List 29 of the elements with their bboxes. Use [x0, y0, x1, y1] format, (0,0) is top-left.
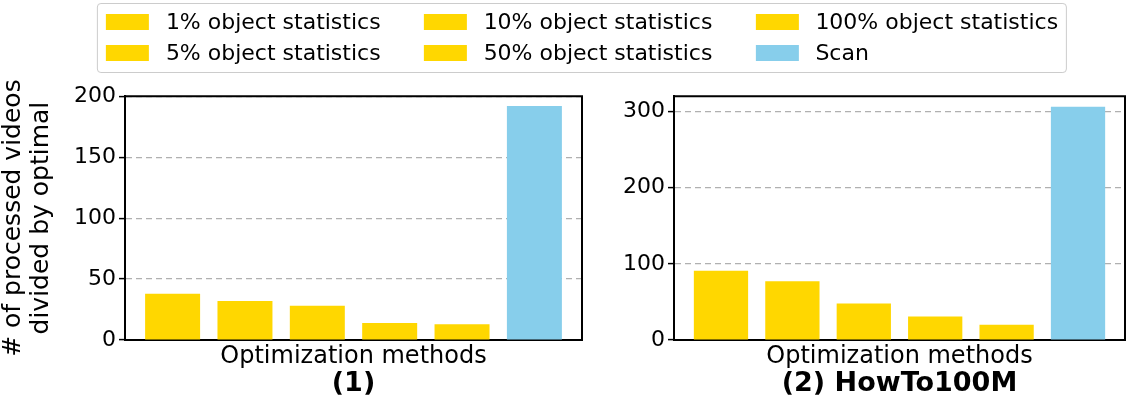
bar — [217, 300, 273, 340]
y-tick-label: 0 — [102, 325, 116, 351]
legend-label: Scan — [815, 40, 869, 66]
bar — [765, 281, 820, 340]
legend-label: 10% object statistics — [483, 9, 713, 35]
bar — [693, 270, 749, 340]
y-tick-label: 200 — [74, 81, 116, 107]
y-tick-label: 200 — [623, 173, 665, 199]
legend-label: 1% object statistics — [165, 9, 381, 35]
y-tick-label: 100 — [74, 203, 116, 229]
bar — [434, 324, 490, 340]
legend-label: 5% object statistics — [165, 40, 381, 66]
bar — [506, 105, 562, 340]
y-tick-label: 300 — [623, 97, 665, 123]
x-axis-title: Optimization methods — [766, 341, 1033, 370]
y-axis-title: # of processed videos divided by optimal — [0, 79, 54, 357]
y-tick-label: 150 — [74, 142, 116, 168]
bar — [145, 293, 201, 340]
bar — [1050, 106, 1106, 340]
legend-label: 100% object statistics — [815, 9, 1059, 35]
y-tick-label: 50 — [88, 264, 116, 290]
bar — [289, 305, 345, 340]
bar — [908, 316, 963, 340]
y-tick-label: 100 — [623, 249, 665, 275]
legend-label: 50% object statistics — [483, 40, 713, 66]
bar — [836, 303, 891, 340]
bar — [362, 322, 418, 340]
y-tick-label: 0 — [651, 325, 665, 351]
bar — [979, 324, 1034, 340]
